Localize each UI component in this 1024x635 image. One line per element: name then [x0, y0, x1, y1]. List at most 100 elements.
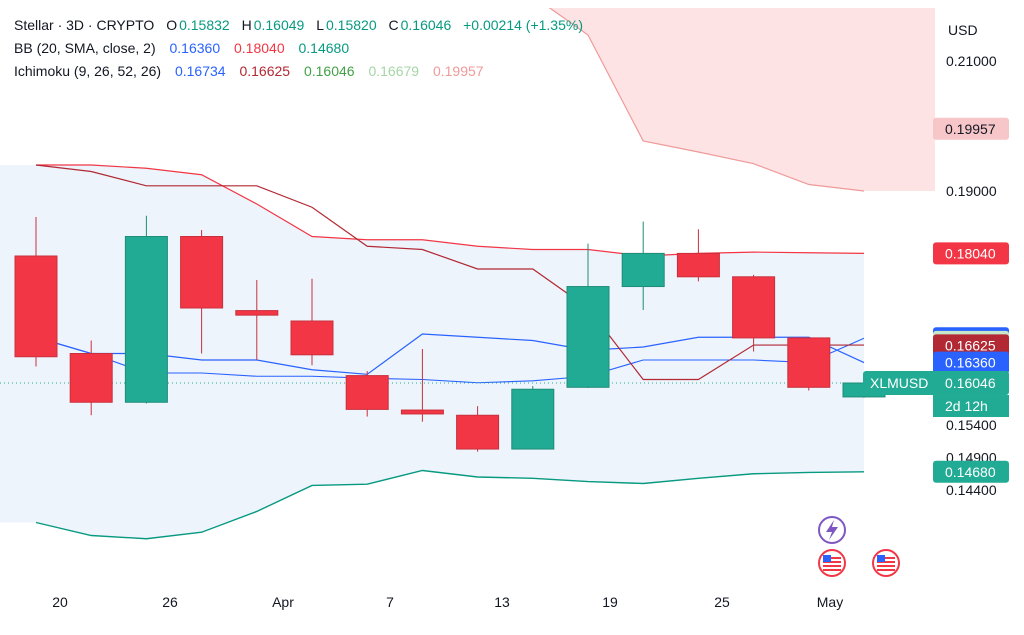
candle-body [235, 310, 279, 316]
candle[interactable] [787, 337, 831, 391]
ichimoku-span-b-line [548, 8, 865, 192]
candle-body [511, 388, 555, 450]
us-flag-icon-stripe [877, 561, 895, 563]
y-tick-label: 0.19000 [946, 183, 997, 199]
candle-body [290, 320, 334, 356]
us-flag-icon-2[interactable] [872, 549, 900, 577]
ichimoku-base-line [35, 164, 864, 381]
bb-upper-line [36, 164, 865, 257]
last-price-badge: XLMUSD 0.16046 2d 12h [863, 371, 1009, 418]
candle[interactable] [566, 243, 610, 388]
legend-bb-lower: 0.14680 [298, 40, 350, 56]
us-flag-icon-stripe [877, 565, 895, 567]
us-flag-icon-canton [877, 555, 885, 562]
chart-legend: Stellar · 3D · CRYPTO O 0.15832 H 0.16049 … [14, 14, 585, 83]
x-tick-label: 25 [714, 594, 730, 610]
candle[interactable] [400, 348, 444, 422]
x-tick-label: 26 [162, 594, 178, 610]
x-tick-label: May [817, 594, 843, 610]
candle-body [456, 414, 500, 450]
x-tick-label: 19 [602, 594, 618, 610]
price-badge: 0.16625 [933, 334, 1009, 357]
lightning-icon[interactable] [818, 516, 846, 544]
legend-o-label: O [166, 17, 178, 33]
price-badge-bg [933, 117, 1009, 140]
us-flag-icon-stripe [823, 565, 841, 567]
us-flag-icon-stripe [823, 557, 841, 559]
candle-body [345, 375, 389, 410]
candle[interactable] [14, 217, 58, 367]
legend-bb-upper: 0.18040 [234, 40, 285, 56]
legend-row-ichimoku: Ichimoku (9, 26, 52, 26) 0.16734 0.16625… [14, 60, 585, 83]
legend-ichimoku-span-a: 0.16679 [368, 63, 420, 79]
candle-body [180, 236, 224, 309]
legend-h-value: 0.16049 [253, 17, 305, 33]
candle[interactable] [676, 229, 720, 282]
candle[interactable] [180, 230, 224, 354]
candle-body [124, 236, 168, 403]
y-tick-label: 0.14400 [946, 482, 997, 498]
us-flag-icon-canton [823, 555, 831, 562]
candle-body [732, 276, 776, 339]
bb-basis-line [35, 333, 865, 375]
candle-body [676, 252, 720, 278]
legend-ichimoku-base: 0.16625 [239, 63, 291, 79]
price-badge-bg [933, 334, 1009, 357]
candle-body [69, 353, 113, 403]
us-flag-icon-stripe [823, 569, 841, 571]
legend-l-value: 0.15820 [326, 17, 377, 33]
legend-ichimoku-conversion: 0.16734 [174, 63, 226, 79]
price-badge-label: 0.16625 [945, 337, 996, 353]
candle[interactable] [732, 274, 776, 352]
candle-body [621, 252, 665, 288]
legend-symbol[interactable]: Stellar · 3D · CRYPTO [14, 17, 155, 33]
legend-ichimoku-span-b: 0.19957 [432, 63, 484, 79]
price-badge-label: 0.14680 [945, 464, 996, 480]
candle-body [566, 286, 610, 388]
currency-label[interactable]: USD [948, 22, 978, 38]
ichimoku-conversion-line [35, 336, 865, 384]
ichimoku-cloud-fill [36, 8, 935, 191]
price-badge-bg [933, 242, 1009, 265]
legend-bb-basis: 0.16360 [169, 40, 221, 56]
x-tick-label: 7 [386, 594, 394, 610]
candle[interactable] [456, 406, 500, 452]
price-badge: 0.18040 [933, 242, 1009, 265]
lightning-icon-bolt [826, 520, 838, 540]
us-flag-icon-stripe [877, 557, 895, 559]
candle[interactable] [124, 215, 168, 404]
candle[interactable] [511, 386, 555, 450]
candle[interactable] [290, 278, 334, 366]
countdown-bg [933, 395, 1009, 418]
legend-ichimoku-lagging: 0.16046 [303, 63, 355, 79]
y-tick-label: 0.21000 [946, 53, 997, 69]
legend-c-value: 0.16046 [400, 17, 452, 33]
bb-lower-line [35, 469, 865, 540]
candle-body [14, 255, 58, 358]
candle[interactable] [235, 280, 279, 360]
candle[interactable] [69, 340, 113, 416]
legend-change: +0.00214 (+1.35%) [463, 17, 583, 33]
legend-bb-label[interactable]: BB (20, SMA, close, 2) [14, 40, 156, 56]
candle[interactable] [621, 221, 665, 310]
legend-row-bb: BB (20, SMA, close, 2) 0.16360 0.18040 0… [14, 37, 585, 60]
legend-o-value: 0.15832 [179, 17, 230, 33]
candle[interactable] [345, 371, 389, 417]
countdown-label: 2d 12h [945, 398, 988, 414]
price-badge: 0.14680 [933, 460, 1009, 483]
y-tick-label: 0.15400 [946, 417, 997, 433]
x-tick-label: Apr [272, 594, 294, 610]
candle-body [787, 337, 831, 388]
price-badge-bg [933, 460, 1009, 483]
price-badge-bg [933, 351, 1009, 374]
last-price-badge-bg [863, 371, 1009, 396]
price-badge-label: 0.16360 [945, 355, 996, 371]
us-flag-icon-stripe [877, 569, 895, 571]
price-badge-label: 0.18040 [945, 245, 996, 261]
us-flag-icon-1[interactable] [818, 549, 846, 577]
legend-ichimoku-label[interactable]: Ichimoku (9, 26, 52, 26) [14, 63, 162, 79]
x-tick-label: 13 [494, 594, 510, 610]
price-badge: 0.19957 [933, 117, 1009, 140]
